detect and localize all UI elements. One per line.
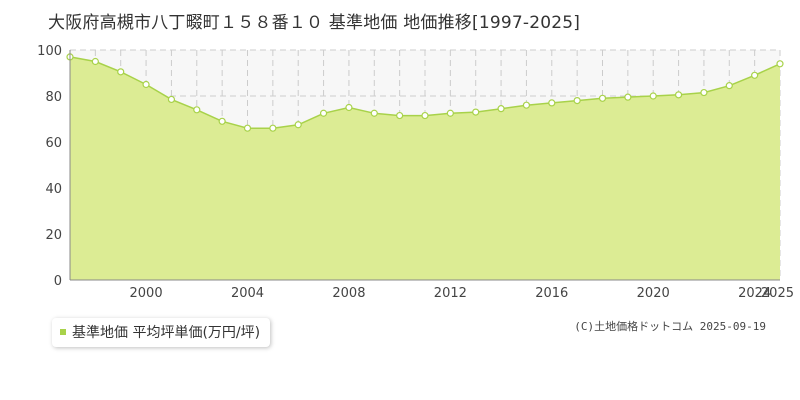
y-axis-ticks: 0 20 40 60 80 100 xyxy=(37,44,62,289)
data-point xyxy=(91,57,99,66)
x-tick-label: 2020 xyxy=(637,286,670,301)
y-tick-label: 40 xyxy=(45,182,62,197)
data-point xyxy=(117,68,125,76)
legend-swatch xyxy=(60,329,66,335)
data-point xyxy=(319,109,328,117)
x-tick-label: 2012 xyxy=(434,286,467,301)
credit-text: (C)土地価格ドットコム 2025-09-19 xyxy=(574,320,766,333)
x-tick-label: 2000 xyxy=(130,286,163,301)
x-tick-label: 2025 xyxy=(761,286,794,301)
x-tick-label: 2004 xyxy=(231,286,264,301)
data-point xyxy=(243,124,252,132)
data-point xyxy=(522,101,531,109)
legend-label: 基準地価 平均坪単価(万円/坪) xyxy=(72,325,261,341)
data-point xyxy=(725,82,733,90)
data-point xyxy=(649,92,657,100)
data-point xyxy=(345,103,353,112)
data-point xyxy=(396,111,404,120)
data-points xyxy=(66,53,784,132)
data-point xyxy=(497,105,505,113)
data-point xyxy=(370,109,378,117)
data-point xyxy=(598,94,607,102)
data-point xyxy=(624,93,632,101)
data-point xyxy=(421,111,429,120)
data-point xyxy=(269,124,277,132)
y-tick-label: 100 xyxy=(37,44,62,59)
y-tick-label: 0 xyxy=(54,274,62,289)
y-tick-label: 60 xyxy=(45,136,62,151)
y-tick-label: 80 xyxy=(45,90,62,105)
x-tick-label: 2024 xyxy=(738,286,771,301)
data-point xyxy=(167,95,176,104)
data-point xyxy=(674,91,683,99)
data-point xyxy=(776,60,784,68)
data-point xyxy=(472,108,480,116)
data-point xyxy=(751,71,759,79)
x-tick-label: 2016 xyxy=(535,286,568,301)
chart-title: 大阪府高槻市八丁畷町１５８番１０ 基準地価 地価推移[1997-2025] xyxy=(48,13,581,33)
x-tick-label: 2008 xyxy=(332,286,365,301)
data-point xyxy=(700,88,708,97)
data-point xyxy=(446,109,454,117)
data-point xyxy=(218,117,226,125)
data-point xyxy=(294,121,302,129)
data-point xyxy=(573,96,581,105)
y-tick-label: 20 xyxy=(45,228,62,243)
data-point xyxy=(548,99,556,107)
legend: 基準地価 平均坪単価(万円/坪) xyxy=(52,318,271,347)
series-area xyxy=(70,56,780,281)
data-point xyxy=(193,106,201,114)
data-point xyxy=(142,80,150,89)
